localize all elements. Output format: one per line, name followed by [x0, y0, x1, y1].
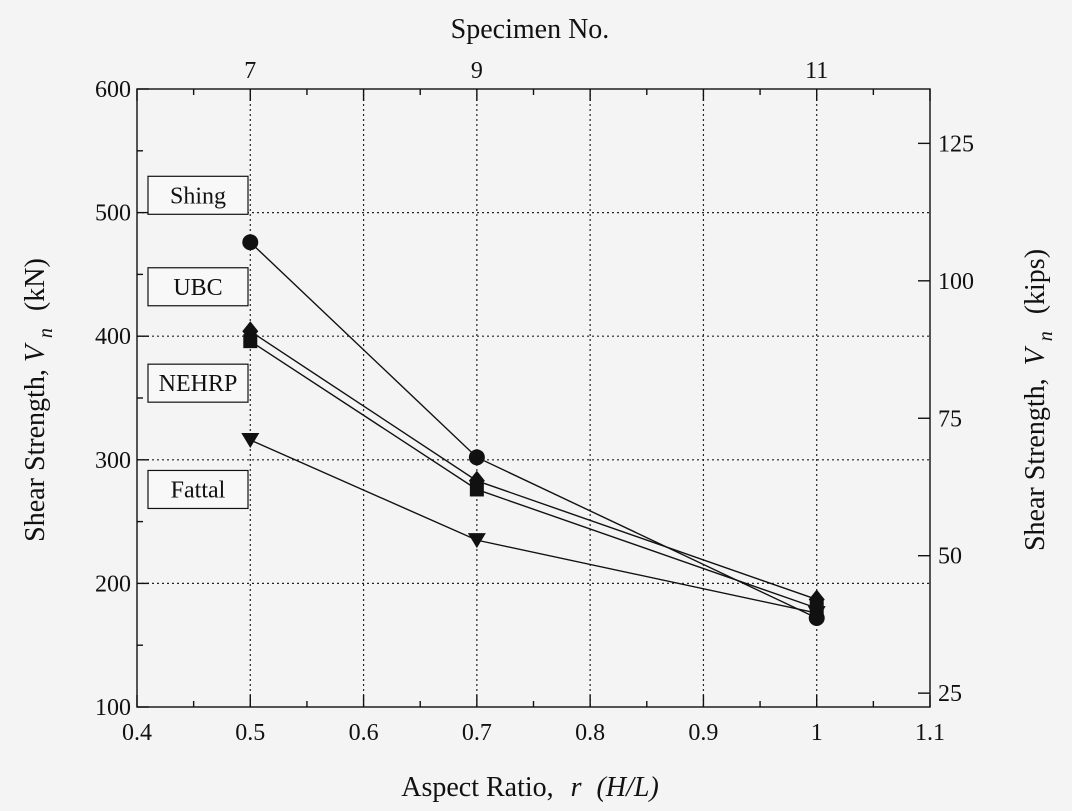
method-label-ubc: UBC: [147, 267, 249, 307]
y-right-tick-label: 75: [938, 406, 962, 432]
method-label-box: [147, 175, 249, 215]
method-label-fattal: Fattal: [147, 469, 249, 510]
data-point-square: [469, 482, 484, 497]
x-tick-label: 0.5: [235, 720, 265, 746]
x-tick-label: 0.9: [688, 720, 718, 746]
y-right-tick-label: 100: [938, 269, 974, 295]
method-label-text: NEHRP: [159, 371, 238, 397]
y-axis-right-title-unit: (kips): [1020, 249, 1051, 314]
series-group: [241, 234, 826, 627]
y-axis-left-title-unit: (kN): [20, 258, 51, 311]
y-tick-label: 300: [95, 448, 131, 474]
x-axis-title: Aspect Ratio, r (H/L): [401, 772, 659, 803]
top-axis-title: Specimen No.: [451, 14, 610, 45]
method-label-text: Fattal: [171, 477, 226, 503]
y-axis-right-title-var: V: [1020, 345, 1051, 365]
top-tick-label: 7: [244, 58, 256, 84]
y-tick-label: 200: [95, 571, 131, 597]
x-tick-label: 1: [811, 720, 823, 746]
series-line-circle: [249, 241, 818, 619]
method-label-box: [147, 267, 249, 307]
series-square: [243, 334, 824, 616]
method-label-text: UBC: [173, 275, 222, 301]
x-axis-title-var: r: [571, 772, 582, 803]
method-label-shing: Shing: [147, 175, 249, 215]
y-tick-label: 500: [95, 201, 131, 227]
x-axis-title-prefix: Aspect Ratio,: [401, 772, 553, 803]
series-line-triangle-down: [250, 439, 817, 614]
x-tick-label: 1.1: [915, 720, 945, 746]
y-axis-left-title-sub: n: [35, 328, 57, 338]
ticks: 0.4 0.5 0.6 0.7 0.8 0.9 1 1.1 100 200 300 400 500 600…: [95, 58, 974, 746]
x-tick-label: 0.4: [122, 720, 152, 746]
data-point-circle: [242, 234, 259, 251]
series-diamond: [242, 321, 825, 610]
y-tick-label: 100: [95, 695, 131, 721]
y-axis-right-title-prefix: Shear Strength,: [1020, 378, 1051, 551]
series-triangle-down: [241, 433, 826, 622]
data-point-circle: [468, 449, 485, 466]
top-tick-label: 9: [471, 58, 483, 84]
data-point-square: [243, 334, 258, 349]
method-label-box: [147, 363, 249, 403]
data-point-triangle: [467, 533, 486, 549]
top-tick-label: 11: [805, 58, 828, 84]
y-right-tick-label: 125: [938, 131, 974, 157]
method-label-text: Shing: [170, 183, 226, 209]
series-circle: [242, 234, 825, 627]
data-point-triangle: [807, 606, 826, 622]
series-line-square: [249, 340, 817, 609]
data-point-triangle: [241, 433, 260, 449]
method-label-box: [147, 469, 249, 510]
y-axis-left-title-prefix: Shear Strength,: [20, 369, 51, 542]
y-axis-left-title-var: V: [20, 342, 51, 362]
y-right-tick-label: 25: [938, 681, 962, 707]
x-tick-label: 0.7: [462, 720, 492, 746]
y-axis-right-title-sub: n: [1035, 331, 1057, 341]
method-label-nehrp: NEHRP: [147, 363, 249, 403]
x-axis-title-suffix: (H/L): [597, 772, 659, 803]
legend-boxes: Shing UBC NEHRP Fattal: [147, 175, 249, 510]
x-tick-label: 0.8: [575, 720, 605, 746]
x-tick-label: 0.6: [349, 720, 379, 746]
y-tick-label: 600: [95, 77, 131, 103]
y-axis-right-title: Shear Strength, V n (kips): [1020, 249, 1059, 551]
y-tick-label: 400: [95, 324, 131, 350]
y-right-tick-label: 50: [938, 544, 962, 570]
series-line-diamond: [249, 330, 817, 601]
y-axis-left-title: Shear Strength, V n (kN): [20, 258, 59, 542]
